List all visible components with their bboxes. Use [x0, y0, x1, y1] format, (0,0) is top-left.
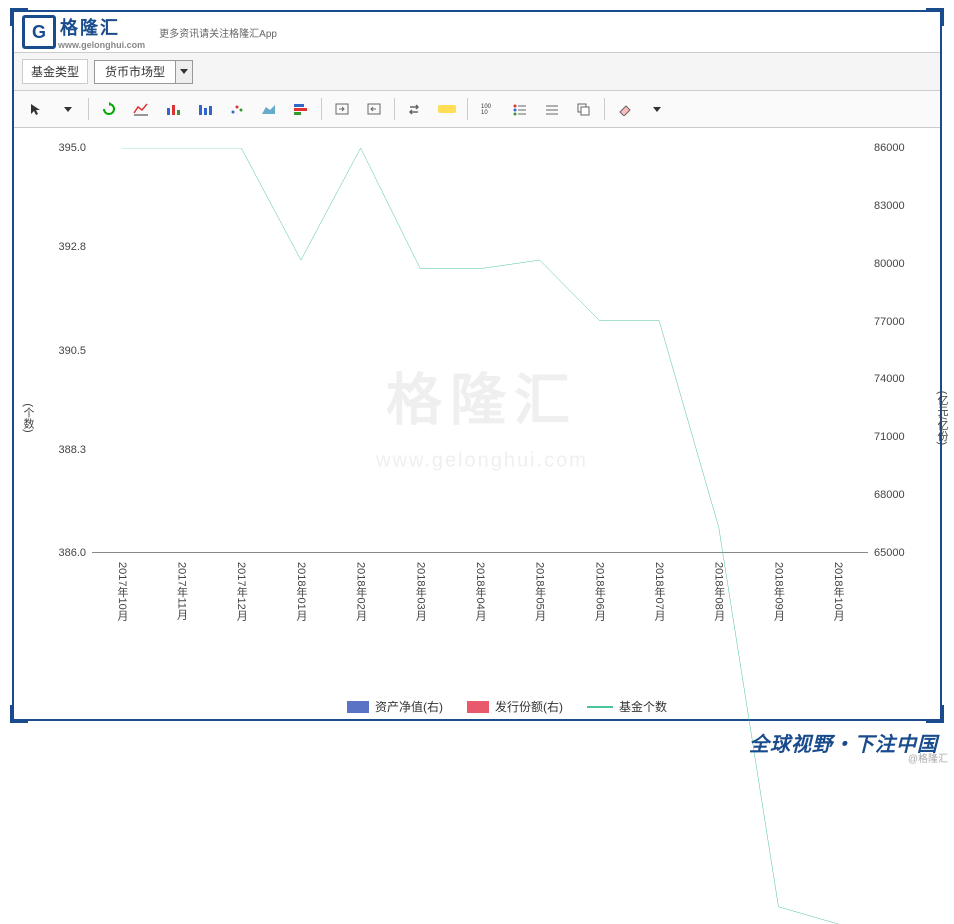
ytick-left: 392.8: [58, 241, 86, 253]
logo-icon: G: [22, 15, 56, 49]
list-lines-button[interactable]: [537, 95, 567, 123]
toolbar-separator: [88, 98, 89, 120]
ytick-right: 83000: [874, 200, 905, 212]
chart-line-button[interactable]: [126, 95, 156, 123]
legend-label: 基金个数: [619, 698, 667, 715]
ytick-right: 71000: [874, 431, 905, 443]
fund-type-select[interactable]: 货币市场型: [94, 60, 193, 84]
footer-handle: @格隆汇: [908, 750, 948, 765]
cursor-button[interactable]: [21, 95, 51, 123]
x-label: 2017年12月: [233, 558, 249, 688]
content-frame: G 格隆汇 www.gelonghui.com 更多资讯请关注格隆汇App 基金…: [12, 10, 942, 721]
y-axis-right-label: (亿元/亿份): [934, 391, 950, 445]
x-label: 2018年03月: [412, 558, 428, 688]
legend-swatch-line: [587, 706, 613, 708]
legend-item[interactable]: 基金个数: [587, 698, 667, 715]
legend-item[interactable]: 发行份额(右): [467, 698, 563, 715]
chart-area: 格隆汇 www.gelonghui.com (个数) (亿元/亿份) 386.0…: [54, 148, 910, 688]
bars-container: [92, 148, 868, 552]
filter-bar: 基金类型 货币市场型: [14, 52, 940, 91]
ytick-left: 390.5: [58, 345, 86, 357]
chart-bar-button[interactable]: [158, 95, 188, 123]
ytick-left: 386.0: [58, 547, 86, 559]
brand-logo: G 格隆汇 www.gelonghui.com: [22, 14, 145, 50]
y-axis-left-label: (个数): [20, 403, 36, 432]
dropdown-button[interactable]: [53, 95, 83, 123]
ytick-left: 395.0: [58, 142, 86, 154]
ytick-left: 388.3: [58, 444, 86, 456]
swap-button[interactable]: [400, 95, 430, 123]
brand-tagline: 更多资讯请关注格隆汇App: [159, 25, 277, 40]
dropdown2-button[interactable]: [642, 95, 672, 123]
ytick-right: 80000: [874, 258, 905, 270]
ytick-right: 74000: [874, 373, 905, 385]
x-label: 2018年04月: [472, 558, 488, 688]
brand-url: www.gelonghui.com: [58, 40, 145, 50]
chart-toolbar: 10010: [14, 91, 940, 128]
ytick-right: 68000: [874, 489, 905, 501]
dropdown-icon[interactable]: [175, 61, 192, 83]
x-axis-labels: 2017年10月 2017年11月 2017年12月 2018年01月 2018年02月…: [92, 558, 868, 688]
toolbar-separator: [467, 98, 468, 120]
app-frame: G 格隆汇 www.gelonghui.com 更多资讯请关注格隆汇App 基金…: [0, 0, 954, 771]
x-label: 2018年07月: [651, 558, 667, 688]
x-label: 2017年10月: [114, 558, 130, 688]
filter-label: 基金类型: [22, 59, 88, 84]
x-label: 2017年11月: [174, 558, 190, 688]
logo-bar: G 格隆汇 www.gelonghui.com 更多资讯请关注格隆汇App: [14, 12, 940, 52]
indent-r-button[interactable]: [327, 95, 357, 123]
toolbar-separator: [604, 98, 605, 120]
x-label: 2018年08月: [711, 558, 727, 688]
x-label: 2018年09月: [770, 558, 786, 688]
copy-button[interactable]: [569, 95, 599, 123]
eraser-button[interactable]: [610, 95, 640, 123]
chart-area-button[interactable]: [254, 95, 284, 123]
ytick-right: 77000: [874, 316, 905, 328]
x-label: 2018年01月: [293, 558, 309, 688]
x-label: 2018年06月: [591, 558, 607, 688]
legend-label: 资产净值(右): [375, 698, 443, 715]
legend-label: 发行份额(右): [495, 698, 563, 715]
ytick-right: 86000: [874, 142, 905, 154]
legend-swatch: [467, 701, 489, 713]
chart-legend: 资产净值(右) 发行份额(右) 基金个数: [74, 698, 940, 723]
x-label: 2018年02月: [353, 558, 369, 688]
refresh-button[interactable]: [94, 95, 124, 123]
svg-text:10: 10: [481, 110, 488, 116]
ytick-right: 65000: [874, 547, 905, 559]
toolbar-separator: [394, 98, 395, 120]
select-value: 货币市场型: [95, 63, 175, 80]
chart-hbar-button[interactable]: [286, 95, 316, 123]
legend-swatch: [347, 701, 369, 713]
toolbar-separator: [321, 98, 322, 120]
list-bullet-button[interactable]: [505, 95, 535, 123]
brand-name: 格隆汇: [60, 14, 145, 40]
num-fmt-button[interactable]: 10010: [473, 95, 503, 123]
plot-region: [92, 148, 868, 553]
y-axis-right: 6500068000710007400077000800008300086000: [874, 148, 924, 553]
x-label: 2018年05月: [532, 558, 548, 688]
indent-l-button[interactable]: [359, 95, 389, 123]
y-axis-left: 386.0388.3390.5392.8395.0: [46, 148, 86, 553]
highlight-button[interactable]: [432, 95, 462, 123]
x-label: 2018年10月: [830, 558, 846, 688]
chart-bar2-button[interactable]: [190, 95, 220, 123]
legend-item[interactable]: 资产净值(右): [347, 698, 443, 715]
chart-scatter-button[interactable]: [222, 95, 252, 123]
